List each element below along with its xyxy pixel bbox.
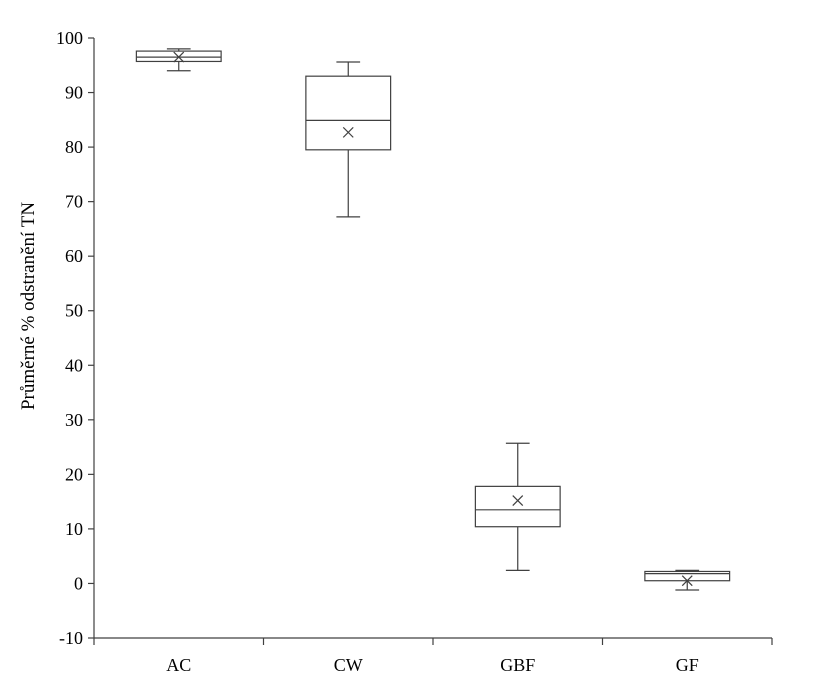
y-tick-label: 40	[65, 355, 83, 375]
mean-marker	[681, 575, 693, 587]
x-tick-label: CW	[334, 655, 363, 675]
y-tick-label: 50	[65, 301, 83, 321]
mean-marker	[512, 495, 524, 506]
y-tick-label: 90	[65, 83, 83, 103]
iqr-box	[644, 570, 731, 582]
y-tick-label: -10	[59, 628, 83, 648]
mean-marker-stroke	[681, 575, 693, 587]
y-tick-label: 0	[74, 573, 83, 593]
x-tick-label: GF	[676, 655, 699, 675]
mean-marker-stroke	[173, 51, 185, 63]
mean-marker	[342, 126, 354, 138]
iqr-box	[305, 75, 392, 151]
y-axis: -10 0 10 20 30 40 50 60 70 80 90 100	[56, 28, 95, 648]
iqr-box	[474, 485, 561, 528]
mean-marker-stroke	[512, 495, 524, 506]
x-axis: AC CW GBF GF	[93, 637, 773, 675]
y-tick-label: 70	[65, 192, 83, 212]
y-tick-label: 60	[65, 246, 83, 266]
y-tick-label: 80	[65, 137, 83, 157]
x-tick-label: AC	[166, 655, 191, 675]
x-tick-label: GBF	[500, 655, 535, 675]
y-tick-label: 100	[56, 28, 83, 48]
y-tick-label: 20	[65, 464, 83, 484]
y-tick-label: 30	[65, 410, 83, 430]
mean-marker-stroke	[342, 126, 354, 138]
box-series	[135, 48, 731, 591]
y-tick-label: 10	[65, 519, 83, 539]
y-axis-title: Průměrné % odstranění TN	[18, 202, 39, 410]
mean-marker	[173, 51, 185, 63]
